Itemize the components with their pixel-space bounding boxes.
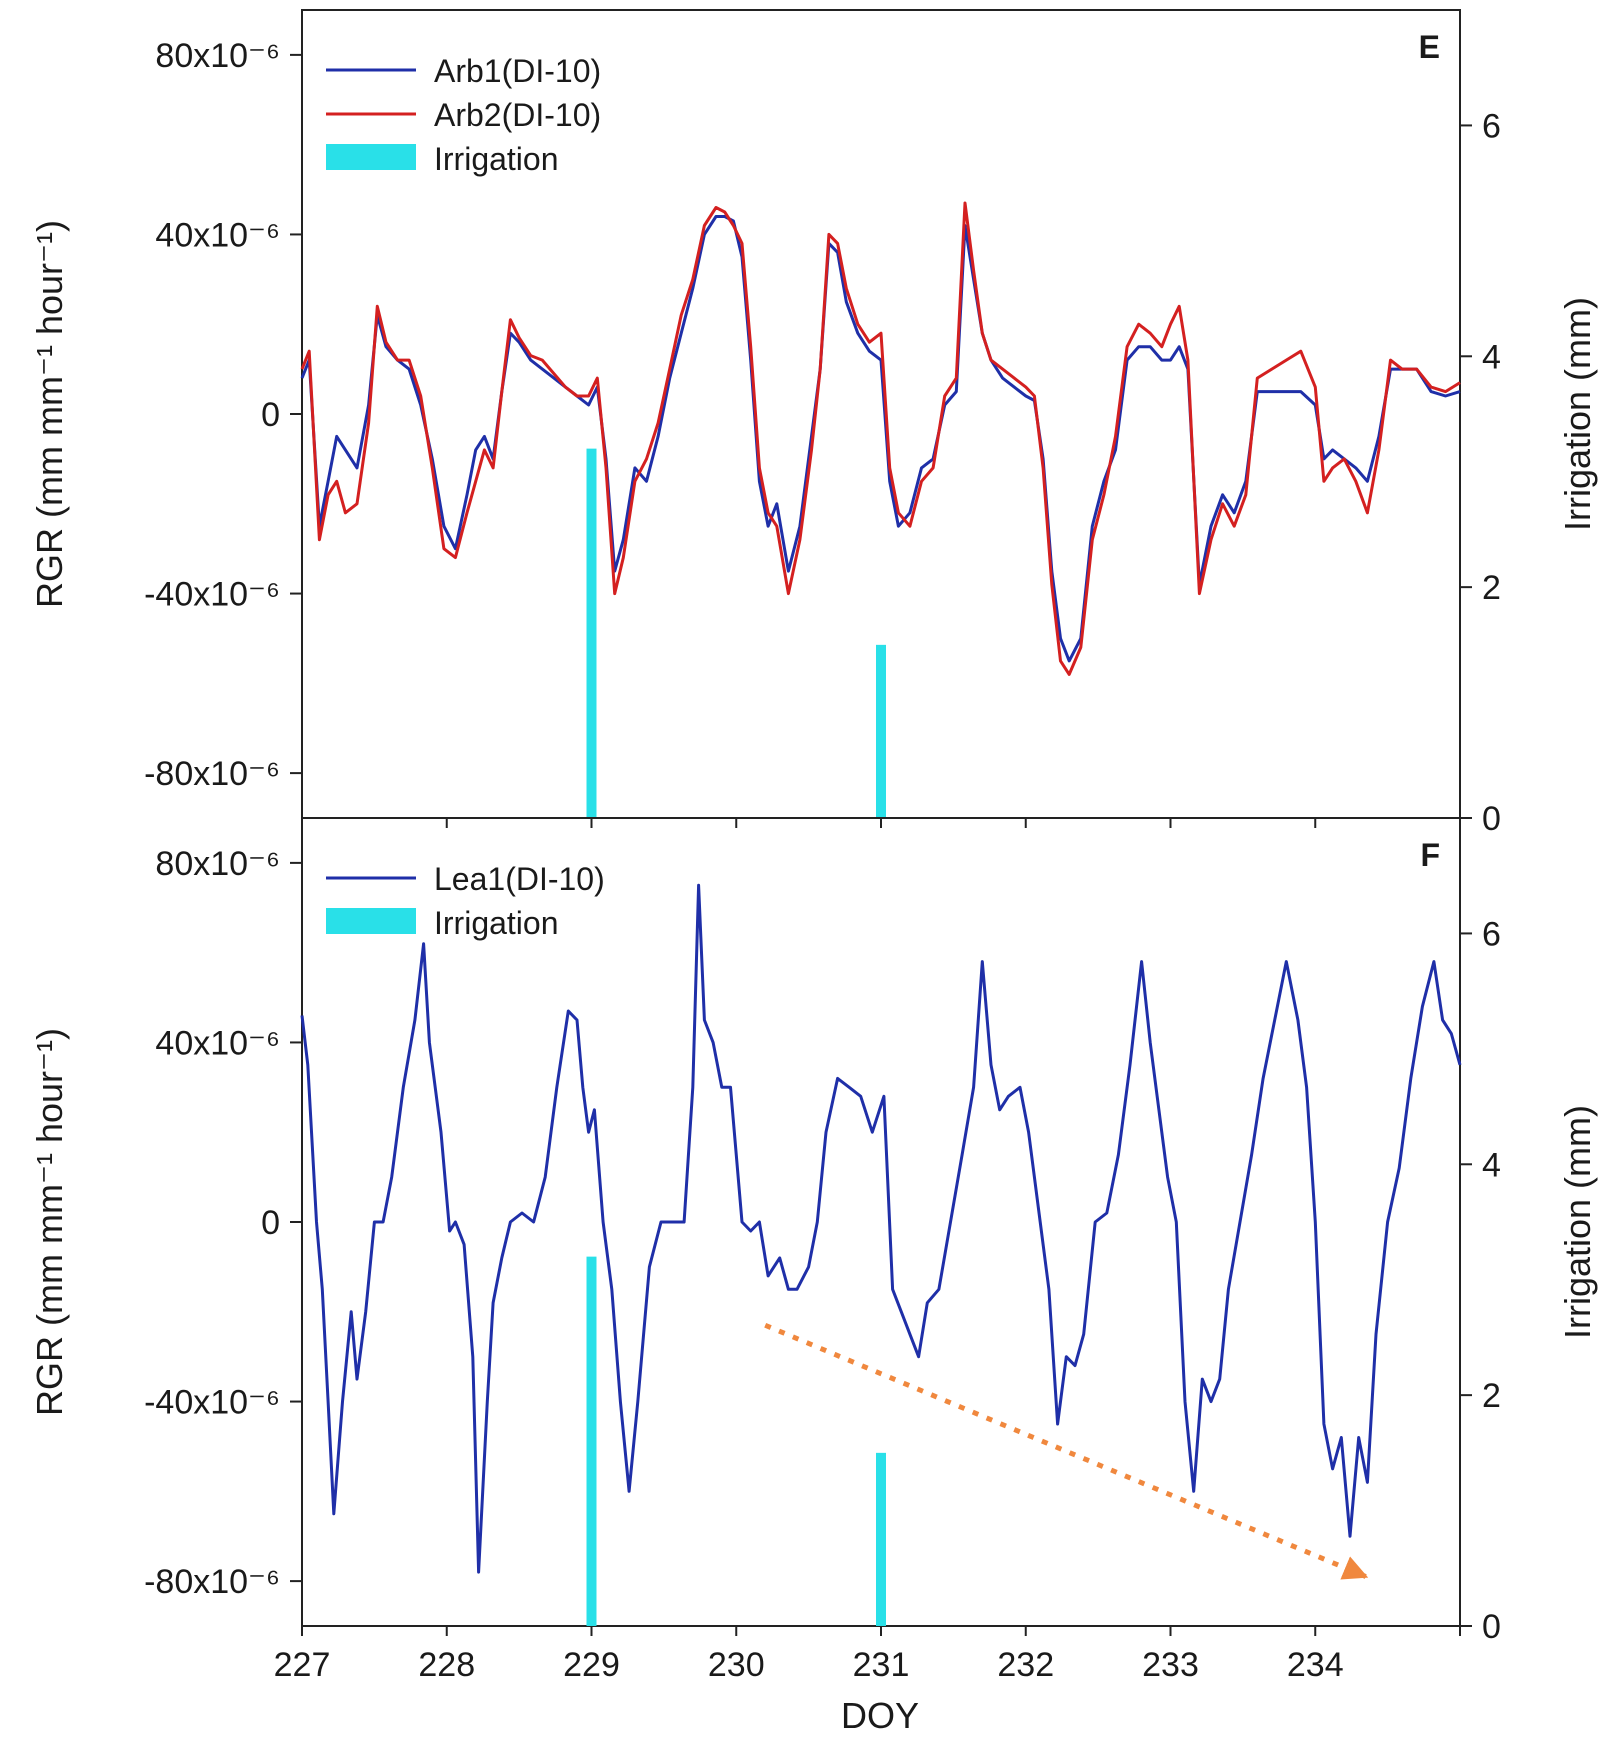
x-tick-label: 230 [708, 1646, 765, 1684]
legend-swatch-bar [326, 908, 416, 934]
panel-e: -80x10⁻⁶ -40x10⁻⁶ 0 40x10⁻⁶ 80x10⁻⁶ 0 2 4 6 RGR (… [29, 9, 1598, 838]
y-tick-label: -80x10⁻⁶ [144, 755, 280, 793]
y-tick-label: 0 [261, 1204, 280, 1242]
y-tick-label: -80x10⁻⁶ [144, 1563, 280, 1601]
y2-tick-label: 4 [1482, 1146, 1501, 1184]
y-tick-label: 80x10⁻⁶ [155, 37, 280, 75]
x-tick-label: 233 [1142, 1646, 1199, 1684]
legend-label: Arb2(DI-10) [434, 97, 601, 133]
series-line-lea1-di-10- [300, 883, 1462, 1574]
irrigation-bar [876, 1452, 886, 1626]
y-tick-label: 80x10⁻⁶ [155, 845, 280, 883]
y2-tick-label: 0 [1482, 1608, 1501, 1646]
y-axis-title: RGR (mm mm⁻¹ hour⁻¹) [29, 1028, 70, 1416]
panel-letter: F [1420, 837, 1440, 873]
y-tick-label: 40x10⁻⁶ [155, 1024, 280, 1062]
y2-axis-title: Irrigation (mm) [1557, 297, 1598, 531]
series-line-arb2-di-10- [300, 201, 1461, 676]
legend-label: Arb1(DI-10) [434, 53, 601, 89]
legend-label: Irrigation [434, 905, 559, 941]
legend-swatch-bar [326, 144, 416, 170]
legend-label: Lea1(DI-10) [434, 861, 605, 897]
y-tick-label: -40x10⁻⁶ [144, 576, 280, 614]
x-tick-label: 227 [274, 1646, 331, 1684]
y2-tick-label: 4 [1482, 338, 1501, 376]
irrigation-bar [876, 644, 886, 818]
y2-tick-label: 2 [1482, 1377, 1501, 1415]
panel-letter: E [1419, 29, 1440, 65]
trend-arrow [764, 1322, 1369, 1580]
y-tick-label: 0 [261, 396, 280, 434]
y2-axis-title: Irrigation (mm) [1557, 1105, 1598, 1339]
x-tick-label: 228 [418, 1646, 475, 1684]
legend-label: Irrigation [434, 141, 559, 177]
y2-tick-label: 2 [1482, 569, 1501, 607]
y-tick-label: -40x10⁻⁶ [144, 1384, 280, 1422]
x-tick-label: 234 [1287, 1646, 1344, 1684]
y-tick-label: 40x10⁻⁶ [155, 216, 280, 254]
y2-tick-label: 6 [1482, 107, 1501, 145]
y2-tick-label: 6 [1482, 915, 1501, 953]
x-tick-label: 229 [563, 1646, 620, 1684]
y2-tick-label: 0 [1482, 800, 1501, 838]
irrigation-bar [586, 448, 597, 818]
irrigation-bar [586, 1256, 597, 1626]
y-axis-title: RGR (mm mm⁻¹ hour⁻¹) [29, 220, 70, 608]
x-axis-title: DOY [841, 1695, 919, 1736]
panel-f: -80x10⁻⁶ -40x10⁻⁶ 0 40x10⁻⁶ 80x10⁻⁶ 0 2 4 6 227 22… [29, 817, 1598, 1684]
series-line-arb1-di-10- [300, 215, 1461, 663]
x-tick-label: 231 [853, 1646, 910, 1684]
x-tick-label: 232 [997, 1646, 1054, 1684]
